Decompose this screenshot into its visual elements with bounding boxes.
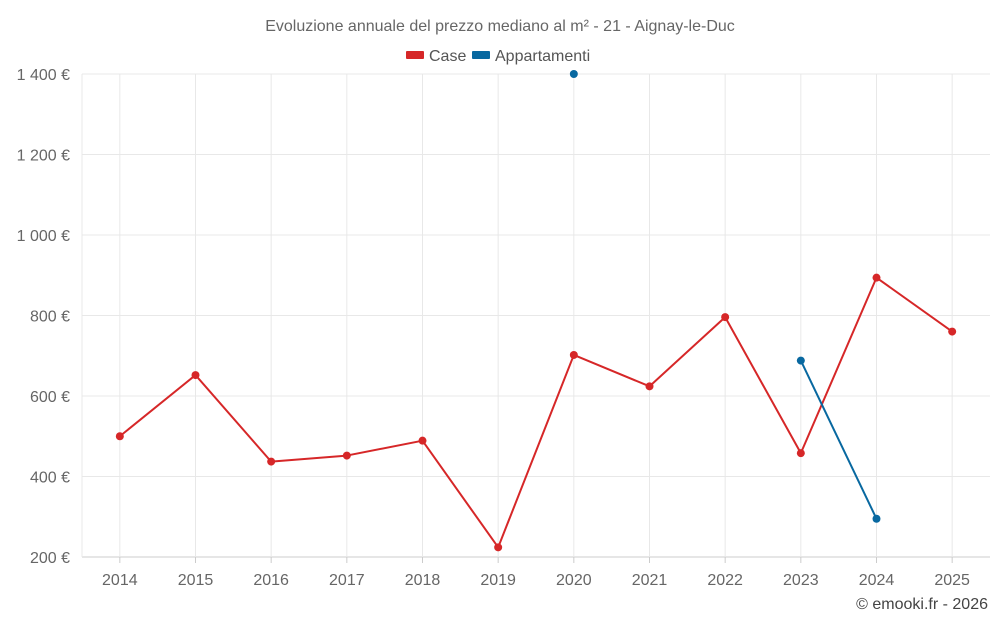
data-point-case-2024[interactable] <box>872 273 881 282</box>
series-line-appartamenti <box>799 360 878 520</box>
legend-label: Appartamenti <box>495 48 590 65</box>
data-point-case-2014[interactable] <box>115 432 124 441</box>
x-tick-label: 2014 <box>102 572 138 589</box>
y-tick-label: 800 € <box>30 309 70 326</box>
data-point-case-2025[interactable] <box>948 327 957 336</box>
x-tick-label: 2021 <box>632 572 668 589</box>
chart-title: Evoluzione annuale del prezzo mediano al… <box>265 18 735 35</box>
copyright-credit: © emooki.fr - 2026 <box>856 596 988 613</box>
series-group <box>115 70 957 552</box>
legend-swatch <box>472 51 490 59</box>
grid-lines <box>81 73 990 558</box>
series-appartamenti <box>569 70 881 523</box>
legend-label: Case <box>429 48 466 65</box>
data-point-case-2023[interactable] <box>796 449 805 458</box>
data-point-appartamenti-2024[interactable] <box>872 514 881 523</box>
data-point-case-2019[interactable] <box>494 543 503 552</box>
y-tick-label: 200 € <box>30 550 70 567</box>
x-tick-label: 2025 <box>934 572 970 589</box>
x-axis: 2014 2015 2016 2017 2018 2019 2020 2021 2022 2023… <box>102 557 970 589</box>
chart-legend: Case Appartamenti <box>406 48 590 65</box>
data-point-case-2015[interactable] <box>191 371 200 380</box>
x-tick-label: 2024 <box>859 572 895 589</box>
legend-item-appartamenti[interactable]: Appartamenti <box>472 48 590 65</box>
x-tick-label: 2018 <box>405 572 441 589</box>
data-point-case-2022[interactable] <box>721 313 730 322</box>
data-point-appartamenti-2023[interactable] <box>796 356 805 365</box>
y-tick-label: 400 € <box>30 470 70 487</box>
data-point-case-2021[interactable] <box>645 382 654 391</box>
series-line-case <box>119 276 953 549</box>
x-tick-label: 2016 <box>253 572 289 589</box>
legend-item-case[interactable]: Case <box>406 48 466 65</box>
data-point-case-2017[interactable] <box>342 451 351 460</box>
legend-swatch <box>406 51 424 59</box>
data-point-case-2020[interactable] <box>569 350 578 359</box>
data-point-case-2016[interactable] <box>267 457 276 466</box>
x-tick-label: 2020 <box>556 572 592 589</box>
x-tick-label: 2015 <box>178 572 214 589</box>
y-tick-label: 1 000 € <box>17 228 70 245</box>
x-tick-label: 2017 <box>329 572 365 589</box>
y-tick-label: 600 € <box>30 389 70 406</box>
data-point-appartamenti-2020[interactable] <box>569 70 578 78</box>
y-axis: 200 € 400 € 600 € 800 € 1 000 € 1 200 € 1 400 … <box>17 67 70 567</box>
data-point-case-2018[interactable] <box>418 436 427 445</box>
y-tick-label: 1 400 € <box>17 67 70 84</box>
y-tick-label: 1 200 € <box>17 148 70 165</box>
x-tick-label: 2022 <box>707 572 743 589</box>
series-case <box>115 273 957 552</box>
x-tick-label: 2019 <box>480 572 516 589</box>
x-tick-label: 2023 <box>783 572 819 589</box>
